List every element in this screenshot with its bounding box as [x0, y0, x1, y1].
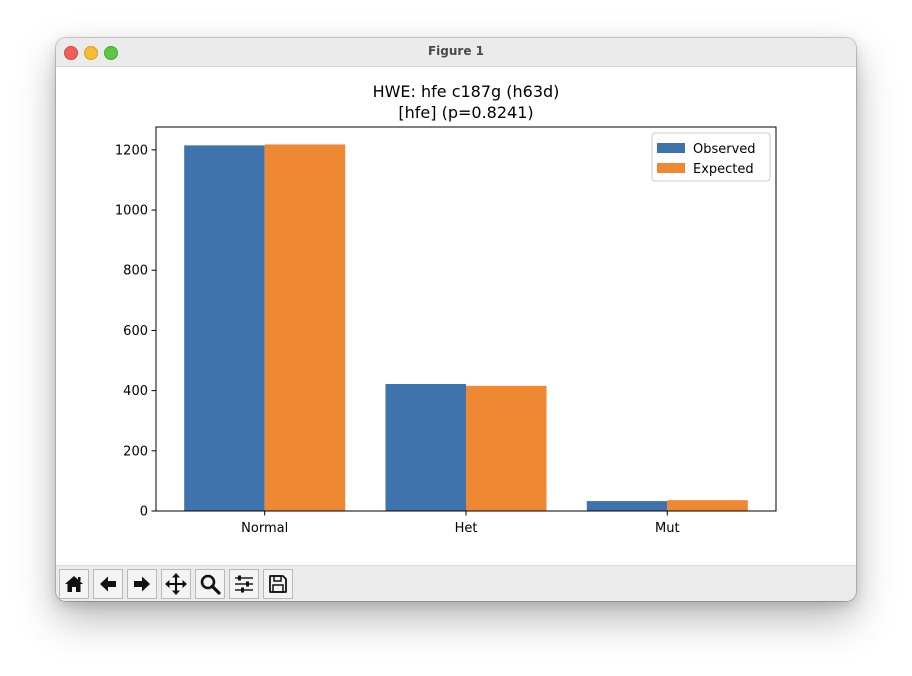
x-tick-label-mut: Mut	[655, 521, 680, 536]
y-tick-label: 1200	[115, 143, 148, 158]
navigation-toolbar	[56, 565, 856, 601]
home-icon	[65, 576, 83, 592]
y-tick-label: 200	[123, 444, 148, 459]
legend: Observed Expected	[651, 132, 771, 182]
legend-label-observed: Observed	[693, 142, 756, 157]
pan-button[interactable]	[161, 569, 191, 599]
x-tick-label-normal: Normal	[241, 521, 288, 536]
y-tick-label: 0	[140, 505, 148, 520]
legend-swatch-expected	[657, 163, 685, 173]
bar-chart: HWE: hfe c187g (h63d) [hfe] (p=0.8241) 0…	[115, 82, 777, 536]
y-tick-label: 600	[123, 324, 148, 339]
minimize-button[interactable]	[84, 46, 98, 60]
x-tick-label-het: Het	[455, 521, 478, 536]
legend-swatch-observed	[657, 143, 685, 153]
move-icon	[165, 573, 187, 595]
figure-canvas[interactable]: HWE: hfe c187g (h63d) [hfe] (p=0.8241) 0…	[56, 67, 856, 565]
chart-subtitle: [hfe] (p=0.8241)	[398, 103, 533, 122]
home-button[interactable]	[59, 569, 89, 599]
bar-observed-mut	[586, 501, 668, 511]
window-title: Figure 1	[427, 44, 485, 58]
bar-observed-het	[385, 384, 466, 511]
y-tick-label: 1000	[115, 204, 148, 219]
chart-title: HWE: hfe c187g (h63d)	[373, 82, 560, 101]
bar-expected-het	[466, 385, 547, 511]
forward-button[interactable]	[127, 569, 157, 599]
save-button[interactable]	[263, 569, 293, 599]
floppy-disk-icon	[269, 575, 287, 593]
zoom-button[interactable]	[195, 569, 225, 599]
title-bar[interactable]: Figure 1	[56, 38, 856, 67]
sliders-icon	[235, 575, 253, 593]
bar-expected-normal	[264, 144, 346, 512]
bar-expected-mut	[667, 500, 748, 511]
back-button[interactable]	[93, 569, 123, 599]
figure-window: Figure 1 HWE: hfe c187g (h63d) [hfe] (p=…	[56, 38, 856, 601]
y-tick-label: 800	[123, 264, 148, 279]
bar-observed-normal	[184, 145, 265, 511]
legend-label-expected: Expected	[693, 162, 754, 177]
plot-frame	[155, 126, 777, 512]
magnifier-icon	[200, 574, 221, 595]
configure-subplots-button[interactable]	[229, 569, 259, 599]
maximize-button[interactable]	[104, 46, 118, 60]
arrow-right-icon	[134, 576, 150, 592]
close-button[interactable]	[64, 46, 78, 60]
arrow-left-icon	[100, 576, 116, 592]
y-tick-label: 400	[123, 384, 148, 399]
